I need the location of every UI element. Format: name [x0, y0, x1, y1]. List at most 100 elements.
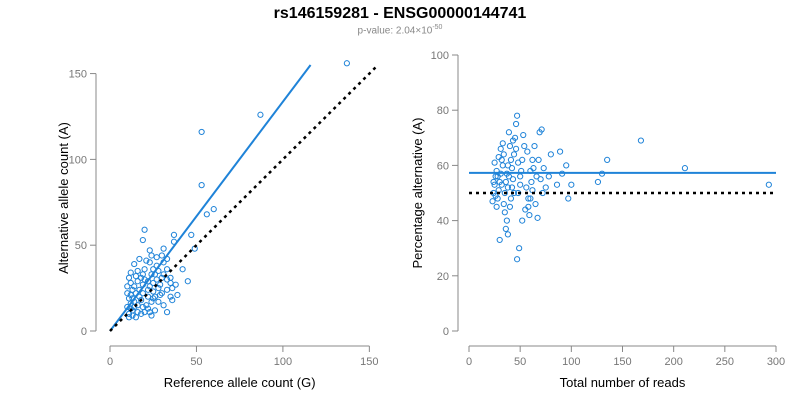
data-point — [524, 148, 531, 155]
data-point — [146, 247, 153, 254]
data-point — [594, 178, 602, 186]
data-point — [210, 206, 217, 213]
data-point — [519, 156, 526, 163]
data-point — [141, 266, 148, 273]
x-tick-label: 250 — [716, 356, 734, 368]
data-point — [155, 298, 162, 305]
data-point — [516, 245, 523, 252]
chart-subtitle: p-value: 2.04×10-50 — [0, 24, 800, 36]
chart-title: rs146159281 - ENSG00000144741 — [273, 5, 527, 22]
data-point — [565, 195, 572, 202]
plot-panel-2: 0 50 100 150 200 250 300 0 20 40 60 80 100 Total numb… — [410, 50, 785, 390]
data-point — [151, 293, 159, 300]
data-point — [198, 182, 205, 189]
x-tick-label: 200 — [664, 356, 682, 368]
data-point — [153, 254, 160, 261]
data-point — [131, 260, 138, 268]
data-point — [681, 165, 689, 172]
data-point — [535, 156, 542, 163]
data-point — [138, 297, 145, 304]
data-point — [507, 195, 515, 202]
data-point — [499, 162, 506, 169]
data-point — [150, 295, 157, 302]
y-axis-label: Percentage alternative (A) — [410, 117, 425, 268]
x-tick-label: 150 — [360, 356, 378, 368]
x-tick-label: 50 — [514, 356, 526, 368]
data-point — [132, 272, 140, 280]
data-point — [504, 184, 511, 191]
y-tick-label: 50 — [75, 240, 87, 252]
y-tick-label: 80 — [437, 105, 449, 117]
data-point — [188, 231, 195, 238]
data-point — [512, 120, 520, 128]
data-point — [508, 184, 516, 191]
y-axis-label: Alternative allele count (A) — [56, 122, 71, 274]
data-point — [604, 156, 611, 163]
data-point — [501, 189, 508, 197]
data-point — [146, 309, 153, 316]
x-tick-label: 50 — [190, 356, 202, 368]
data-point — [134, 267, 141, 275]
data-point — [158, 252, 165, 259]
data-point — [522, 206, 529, 213]
data-point — [765, 181, 772, 188]
data-point — [505, 129, 513, 136]
data-point — [536, 129, 543, 136]
data-point — [125, 314, 133, 321]
plot-panel-1: 0 50 100 150 0 50 100 150 Reference allele count… — [56, 60, 379, 390]
data-point — [127, 269, 134, 276]
data-point — [160, 245, 167, 252]
data-point — [499, 140, 506, 147]
data-point — [155, 284, 162, 292]
data-point — [497, 145, 504, 152]
data-point — [141, 226, 148, 233]
data-point — [515, 159, 522, 166]
data-point — [553, 181, 561, 188]
data-point — [489, 198, 496, 205]
fit-line — [109, 64, 312, 332]
data-point — [143, 302, 150, 309]
x-tick-label: 300 — [767, 356, 785, 368]
data-point — [148, 312, 155, 319]
data-point — [502, 225, 509, 232]
data-point — [184, 278, 191, 285]
data-point — [537, 176, 544, 183]
data-point — [507, 156, 515, 163]
x-tick-label: 0 — [466, 356, 472, 368]
data-point — [139, 271, 146, 278]
data-point — [501, 209, 508, 216]
data-point — [343, 60, 350, 67]
data-point — [545, 173, 552, 180]
y-tick-label: 150 — [69, 69, 87, 81]
data-point — [160, 302, 167, 309]
data-point — [526, 211, 533, 219]
y-tick-label: 60 — [437, 160, 449, 172]
data-point — [172, 281, 179, 288]
pvalue-text: p-value: 2.04×10 — [357, 25, 433, 37]
data-point — [531, 142, 538, 150]
y-tick-label: 100 — [69, 154, 87, 166]
data-point — [158, 290, 165, 297]
data-point — [198, 128, 205, 136]
data-point — [131, 283, 138, 290]
data-point — [540, 165, 547, 172]
data-point — [174, 291, 181, 299]
data-point — [491, 159, 498, 166]
data-point — [527, 195, 534, 202]
data-point — [257, 111, 264, 118]
data-point — [203, 211, 210, 218]
x-axis-label: Total number of reads — [560, 375, 686, 390]
data-point — [529, 156, 536, 163]
data-point — [513, 112, 521, 119]
data-point — [509, 176, 517, 183]
data-point — [496, 236, 503, 244]
data-point — [144, 305, 152, 312]
data-point — [148, 252, 155, 259]
data-point — [146, 259, 153, 266]
data-point — [510, 151, 518, 158]
data-point — [150, 279, 157, 287]
data-point — [138, 310, 145, 317]
data-point — [139, 236, 146, 244]
data-point — [504, 231, 511, 238]
